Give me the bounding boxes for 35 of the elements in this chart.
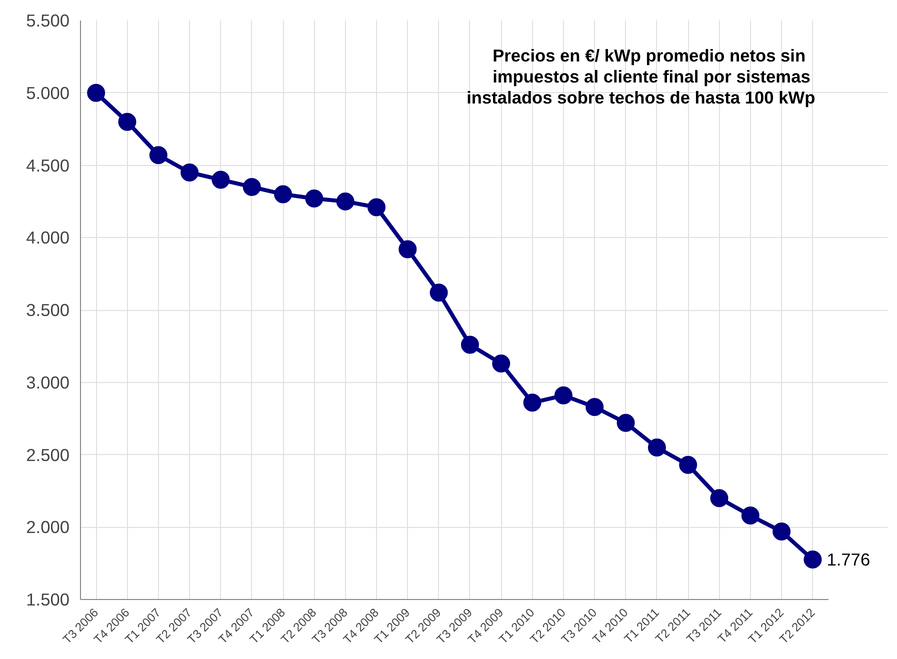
- point: [212, 170, 230, 189]
- point: [586, 398, 604, 416]
- y-tick-label: 3.000: [26, 372, 70, 392]
- y-tick-label: 5.500: [26, 10, 70, 30]
- point: [804, 550, 822, 569]
- y-tick-label: 2.500: [26, 444, 70, 465]
- data-label: 1.776: [826, 550, 870, 570]
- point: [118, 112, 136, 131]
- y-tick-label: 4.000: [26, 228, 70, 248]
- point: [305, 190, 324, 208]
- point: [274, 185, 292, 204]
- point: [679, 456, 698, 474]
- point: [492, 354, 510, 373]
- point: [460, 336, 479, 354]
- y-tick-label: 1.500: [26, 590, 70, 610]
- point: [149, 146, 168, 164]
- text: Precios en €/ kWp promedio netos sin impuestos al cliente final por sistemas instalados sobre techos de hasta 100 kWp: [466, 46, 816, 108]
- point: [616, 414, 635, 432]
- point: [180, 164, 199, 182]
- y-tick-label: 4.500: [26, 155, 70, 176]
- point: [710, 489, 728, 508]
- point: [772, 522, 791, 540]
- y-tick-label: 3.500: [26, 300, 70, 320]
- point: [554, 386, 572, 404]
- point: [87, 84, 106, 102]
- point: [741, 506, 760, 525]
- point: [398, 240, 417, 258]
- y-tick-label: 2.000: [26, 517, 70, 538]
- point: [430, 284, 448, 302]
- point: [523, 394, 542, 412]
- point: [336, 192, 354, 210]
- y-tick-label: 5.000: [26, 82, 70, 103]
- point: [648, 438, 666, 456]
- point: [242, 178, 261, 196]
- point: [368, 198, 386, 216]
